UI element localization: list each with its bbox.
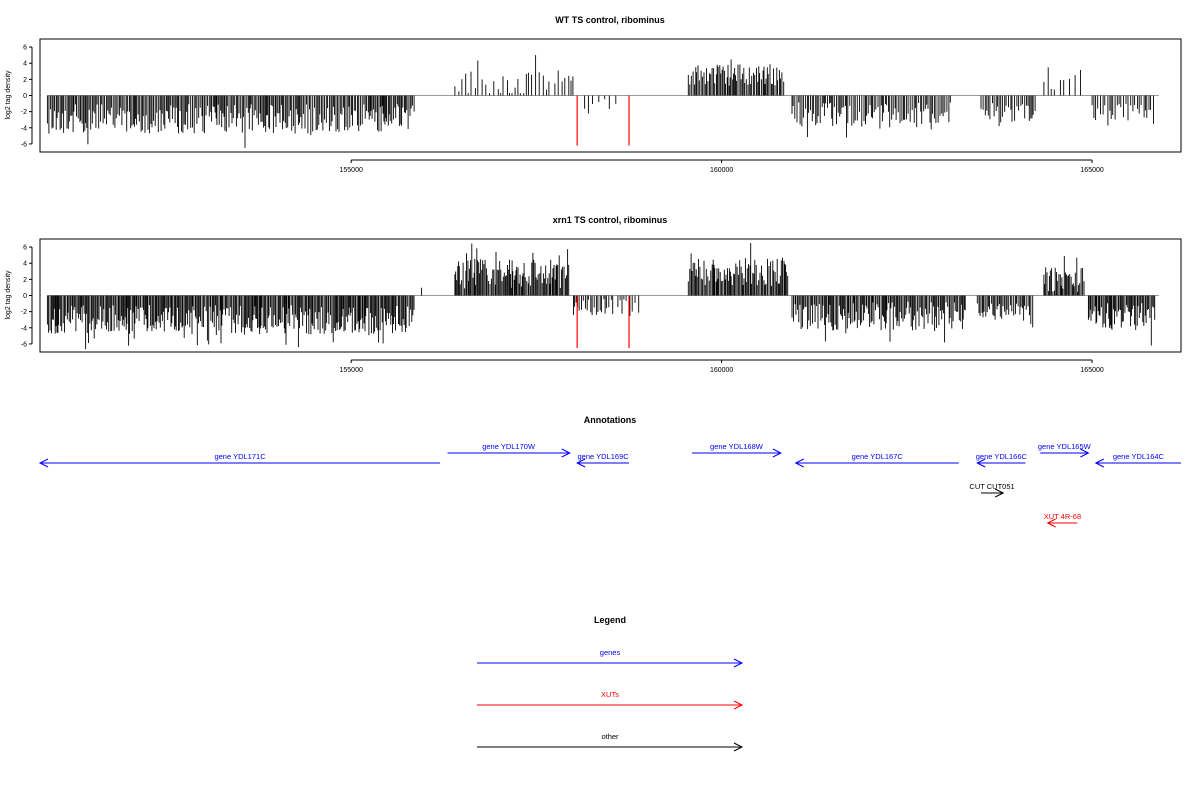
annotation-arrow-arrowhead: [561, 448, 571, 458]
annotation-feature: gene YDL170W: [447, 442, 571, 458]
xrn1-y-axis: 6 4 2 0 -2 -4 -6: [21, 245, 33, 348]
xrn1-track-panel: xrn1 TS control, ribominus log2 tag dens…: [5, 215, 1182, 374]
xrn1-x-tick-label: 155000: [340, 367, 363, 374]
annotation-label: gene YDL171C: [214, 452, 266, 461]
xrn1-y-tick-label: 4: [23, 261, 27, 268]
wt-plot-frame: [39, 38, 1182, 153]
wt-track-panel: WT TS control, ribominus log2 tag densit…: [5, 15, 1182, 174]
xrn1-density-bars: [46, 243, 1159, 350]
annotation-arrow-arrowhead: [576, 458, 586, 468]
xrn1-y-tick-label: 2: [23, 277, 27, 284]
wt-density-bars: [46, 55, 1159, 148]
annotation-label: gene YDL165W: [1038, 442, 1092, 451]
annotation-feature: gene YDL171C: [38, 452, 441, 468]
annotation-feature: XUT 4R-68: [1044, 512, 1081, 528]
wt-x-axis: 155000 160000 165000: [340, 159, 1104, 174]
annotation-arrow-arrowhead: [1046, 518, 1056, 528]
annotations-title: Annotations: [584, 415, 637, 425]
annotation-label: gene YDL166C: [976, 452, 1028, 461]
legend-panel: Legend genes XUTs other: [477, 615, 744, 752]
annotation-label: gene YDL169C: [578, 452, 630, 461]
annotation-feature: CUT CUT051: [969, 482, 1015, 498]
annotation-arrow-arrowhead: [794, 458, 804, 468]
xrn1-x-tick-label: 165000: [1080, 367, 1103, 374]
wt-y-tick-label: -4: [21, 125, 27, 132]
annotation-label: gene YDL167C: [852, 452, 904, 461]
legend-arrow-arrowhead: [733, 742, 744, 752]
wt-y-tick-label: -2: [21, 109, 27, 116]
annotation-feature: gene YDL169C: [576, 452, 630, 468]
wt-y-tick-label: 0: [23, 93, 27, 100]
xrn1-track-title: xrn1 TS control, ribominus: [553, 215, 668, 225]
xrn1-y-tick-label: -4: [21, 325, 27, 332]
xrn1-y-axis-label: log2 tag density: [5, 270, 12, 320]
annotation-arrow-arrowhead: [1080, 448, 1090, 458]
annotation-feature: gene YDL167C: [794, 452, 959, 468]
legend-entry: XUTs: [477, 690, 744, 710]
annotation-label: XUT 4R-68: [1044, 512, 1081, 521]
legend-label: other: [601, 732, 619, 741]
legend-label: genes: [600, 648, 621, 657]
wt-y-tick-label: 6: [23, 45, 27, 52]
legend-entry: genes: [477, 648, 744, 668]
wt-y-tick-label: 2: [23, 77, 27, 84]
wt-y-tick-label: -6: [21, 141, 27, 148]
wt-y-tick-label: 4: [23, 61, 27, 68]
annotation-label: gene YDL168W: [710, 442, 764, 451]
annotation-feature: gene YDL168W: [692, 442, 783, 458]
legend-title: Legend: [594, 615, 626, 625]
xrn1-y-tick-label: 6: [23, 245, 27, 252]
annotation-features: gene YDL171C gene YDL170W gene YDL169C gene…: [38, 442, 1181, 528]
annotation-arrow-arrowhead: [994, 488, 1005, 498]
annotation-label: gene YDL170W: [482, 442, 536, 451]
annotation-arrow-arrowhead: [1094, 458, 1105, 468]
xrn1-x-axis: 155000 160000 165000: [340, 359, 1104, 374]
annotation-arrow-arrowhead: [976, 458, 986, 468]
legend-label: XUTs: [601, 690, 619, 699]
wt-x-tick-label: 165000: [1080, 167, 1103, 174]
wt-track-title: WT TS control, ribominus: [555, 15, 665, 25]
annotation-arrow-arrowhead: [772, 448, 783, 458]
legend-entry: other: [477, 732, 744, 752]
legend-arrow-arrowhead: [733, 700, 744, 710]
annotation-feature: gene YDL166C: [976, 452, 1028, 468]
xrn1-plot-frame: [39, 238, 1182, 353]
wt-y-axis: 6 4 2 0 -2 -4 -6: [21, 45, 33, 148]
annotation-label: CUT CUT051: [969, 482, 1014, 491]
wt-y-axis-label: log2 tag density: [5, 70, 12, 120]
legend-arrow-arrowhead: [733, 658, 744, 668]
xrn1-y-tick-label: -2: [21, 309, 27, 316]
legend-entries: genes XUTs other: [477, 648, 744, 752]
xrn1-x-tick-label: 160000: [710, 367, 733, 374]
annotation-feature: gene YDL164C: [1094, 452, 1181, 468]
wt-x-tick-label: 160000: [710, 167, 733, 174]
annotation-label: gene YDL164C: [1113, 452, 1165, 461]
xrn1-y-tick-label: -6: [21, 341, 27, 348]
xrn1-y-tick-label: 0: [23, 293, 27, 300]
annotation-feature: gene YDL165W: [1038, 442, 1092, 458]
annotation-arrow-arrowhead: [38, 458, 49, 468]
wt-x-tick-label: 155000: [340, 167, 363, 174]
